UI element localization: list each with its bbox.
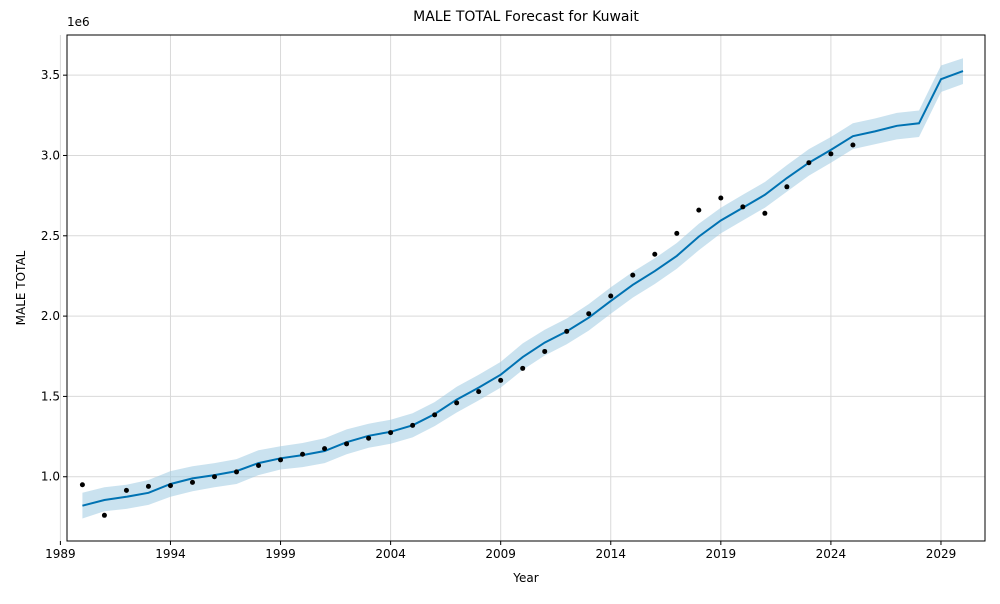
x-tick-label: 2014 xyxy=(595,547,626,561)
observed-point xyxy=(410,422,416,428)
observed-point xyxy=(542,348,548,354)
observed-point xyxy=(145,483,151,489)
observed-point xyxy=(454,400,460,406)
plot-frame xyxy=(66,34,986,542)
y-tick-label: 3.5 xyxy=(41,68,60,82)
x-tick-label: 1989 xyxy=(45,547,76,561)
forecast-line-layer xyxy=(82,70,964,507)
observed-point xyxy=(784,184,790,190)
observed-point xyxy=(652,251,658,257)
observed-point xyxy=(278,457,284,463)
observed-point xyxy=(300,451,306,457)
observed-point xyxy=(696,207,702,213)
x-tick-label: 2019 xyxy=(706,547,737,561)
observed-point xyxy=(674,230,680,236)
y-offset-label: 1e6 xyxy=(67,15,90,29)
y-axis-label: MALE TOTAL xyxy=(14,250,28,325)
observed-point xyxy=(850,142,856,148)
y-tick-label: 2.0 xyxy=(41,309,60,323)
observed-points-layer xyxy=(79,142,856,518)
observed-point xyxy=(520,365,526,371)
observed-point xyxy=(718,195,724,201)
x-axis-label: Year xyxy=(512,571,538,585)
x-tick-label: 2024 xyxy=(816,547,847,561)
x-tick-label: 2029 xyxy=(926,547,957,561)
observed-point xyxy=(388,430,394,436)
observed-point xyxy=(101,512,107,518)
y-tick-label: 2.5 xyxy=(41,229,60,243)
observed-point xyxy=(79,482,85,488)
observed-point xyxy=(344,441,350,447)
observed-point xyxy=(762,210,768,216)
x-tick-label: 2009 xyxy=(485,547,516,561)
observed-point xyxy=(256,463,262,469)
y-axis-ticks: 1.0 1.5 2.0 2.5 3.0 3.5 xyxy=(41,68,67,484)
chart-title: MALE TOTAL Forecast for Kuwait xyxy=(413,9,639,25)
observed-point xyxy=(211,474,217,480)
observed-point xyxy=(806,160,812,166)
uncertainty-band-layer xyxy=(82,58,963,519)
observed-point xyxy=(167,483,173,489)
grid-layer xyxy=(59,35,985,541)
y-tick-label: 3.0 xyxy=(41,148,60,162)
x-tick-label: 1994 xyxy=(155,547,186,561)
x-axis-ticks: 1989 1994 1999 2004 2009 2014 2019 2024 2029 xyxy=(45,541,956,561)
observed-point xyxy=(564,328,570,334)
observed-point xyxy=(234,469,240,475)
observed-point xyxy=(189,479,195,485)
y-tick-label: 1.0 xyxy=(41,470,60,484)
x-tick-label: 2004 xyxy=(375,547,406,561)
observed-point xyxy=(432,412,438,418)
uncertainty-band xyxy=(82,58,963,519)
x-tick-label: 1999 xyxy=(265,547,296,561)
observed-point xyxy=(828,151,834,157)
observed-point xyxy=(322,446,328,452)
observed-point xyxy=(498,377,504,383)
forecast-line xyxy=(82,70,964,507)
observed-point xyxy=(366,435,372,441)
observed-point xyxy=(740,204,746,210)
observed-point xyxy=(476,389,482,395)
observed-point xyxy=(123,487,129,493)
observed-point xyxy=(608,293,614,299)
y-tick-label: 1.5 xyxy=(41,389,60,403)
observed-point xyxy=(586,311,592,317)
observed-point xyxy=(630,272,636,278)
